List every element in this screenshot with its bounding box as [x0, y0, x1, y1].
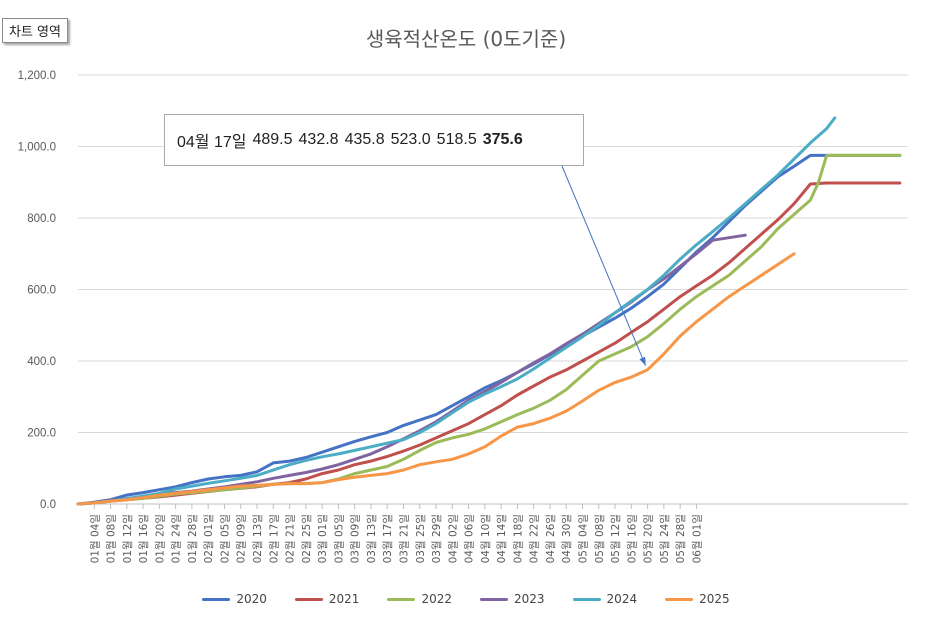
x-tick-label: 03월 29일 — [430, 514, 443, 563]
y-tick-label: 800.0 — [27, 213, 56, 225]
legend-item: 2025 — [665, 592, 730, 606]
legend-swatch — [387, 597, 416, 601]
y-tick-label: 1,000.0 — [18, 142, 56, 154]
series-line-2020 — [76, 153, 902, 506]
x-tick-label: 05월 28일 — [674, 514, 687, 563]
x-tick-label: 04월 18일 — [511, 514, 524, 563]
x-tick-label: 01월 28일 — [186, 514, 199, 563]
x-tick-label: 04월 02일 — [446, 514, 459, 563]
x-tick-label: 03월 01일 — [316, 514, 329, 563]
callout-arrowhead — [639, 356, 646, 366]
x-tick-label: 06월 01일 — [690, 514, 703, 563]
legend-label: 2021 — [328, 592, 360, 606]
y-tick-label: 0.0 — [40, 499, 56, 511]
x-tick-label: 04월 22일 — [528, 514, 541, 563]
y-tick-label: 400.0 — [27, 356, 56, 368]
chart-title: 생육적산온도 (0도기준) — [366, 27, 566, 51]
legend-item: 2020 — [202, 592, 267, 606]
series-line-2022 — [76, 153, 902, 506]
x-tick-label: 02월 17일 — [267, 514, 280, 563]
x-tick-label: 05월 24일 — [658, 514, 671, 563]
legend-label: 2022 — [421, 592, 452, 606]
callout-value-2020: 489.5 — [252, 131, 293, 148]
x-tick-label: 02월 01일 — [202, 514, 215, 563]
x-tick-label: 01월 16일 — [137, 514, 150, 563]
y-tick-label: 1,200.0 — [18, 70, 56, 82]
data-callout: 04월 17일 489.5 432.8 435.8 523.0 518.5 37… — [164, 114, 584, 166]
x-tick-label: 03월 05일 — [332, 514, 345, 563]
x-tick-label: 05월 20일 — [642, 514, 655, 563]
x-tick-label: 02월 05일 — [218, 514, 231, 563]
x-tick-label: 01월 24일 — [170, 514, 183, 563]
callout-date: 04월 17일 — [177, 134, 247, 151]
legend-item: 2023 — [480, 592, 545, 606]
legend-swatch — [572, 597, 601, 601]
legend-item: 2024 — [572, 592, 638, 606]
x-tick-label: 02월 21일 — [284, 514, 297, 563]
y-tick-label: 200.0 — [27, 428, 56, 440]
x-tick-label: 03월 17일 — [381, 514, 394, 563]
legend-label: 2024 — [606, 592, 638, 606]
callout-value-2021: 432.8 — [298, 131, 339, 148]
series-line-2024 — [76, 116, 837, 506]
x-tick-label: 05월 08일 — [593, 514, 606, 563]
x-tick-label: 05월 04일 — [577, 514, 590, 563]
callout-value-2024: 518.5 — [436, 131, 477, 148]
x-tick-label: 01월 08일 — [105, 514, 118, 563]
legend-item: 2022 — [387, 592, 452, 606]
legend-label: 2023 — [514, 592, 545, 606]
x-tick-label: 03월 21일 — [397, 514, 410, 563]
x-tick-label: 05월 12일 — [609, 514, 622, 563]
x-tick-label: 01월 12일 — [121, 514, 134, 563]
chart-area-label: 차트 영역 — [2, 18, 68, 43]
x-tick-label: 04월 06일 — [463, 514, 476, 563]
legend-label: 2020 — [236, 592, 267, 606]
x-tick-label: 03월 25일 — [414, 514, 427, 563]
callout-value-2022: 435.8 — [344, 131, 385, 148]
callout-value-2025: 375.6 — [482, 131, 523, 148]
x-tick-label: 04월 26일 — [544, 514, 557, 563]
y-tick-label: 600.0 — [27, 285, 56, 297]
x-tick-label: 04월 14일 — [495, 514, 508, 563]
x-tick-label: 04월 10일 — [479, 514, 492, 563]
chart-legend: 2020 2021 2022 2023 2024 2025 — [0, 592, 932, 606]
legend-label: 2025 — [699, 592, 730, 606]
legend-swatch — [294, 597, 323, 601]
legend-swatch — [665, 597, 694, 601]
legend-swatch — [202, 597, 231, 601]
x-tick-label: 01월 04일 — [88, 514, 101, 563]
x-tick-label: 04월 30일 — [560, 514, 573, 563]
x-tick-label: 01월 20일 — [153, 514, 166, 563]
x-tick-label: 03월 09일 — [349, 514, 362, 563]
x-tick-label: 02월 09일 — [235, 514, 248, 563]
x-tick-label: 02월 25일 — [300, 514, 313, 563]
x-tick-label: 02월 13일 — [251, 514, 264, 563]
legend-item: 2021 — [294, 592, 360, 606]
x-tick-label: 05월 16일 — [625, 514, 638, 563]
series-line-2025 — [76, 252, 796, 506]
legend-swatch — [480, 597, 508, 601]
callout-pointer — [561, 165, 647, 366]
x-tick-label: 03월 13일 — [365, 514, 378, 563]
callout-value-2023: 523.0 — [390, 131, 431, 148]
